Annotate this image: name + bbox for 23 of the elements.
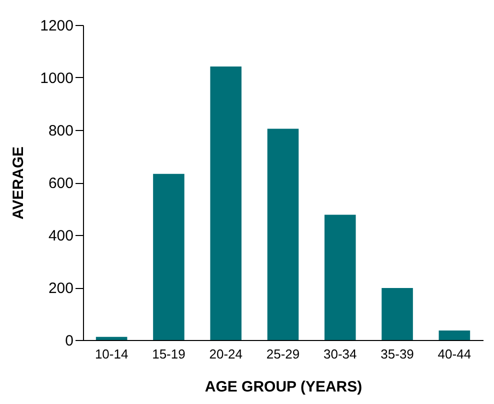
- bar: [382, 288, 413, 340]
- x-tick-label: 20-24: [209, 346, 242, 362]
- bar: [153, 174, 184, 340]
- y-tick-label: 400: [48, 228, 74, 244]
- y-tick-label: 1000: [40, 70, 74, 87]
- y-tick-label: 800: [48, 122, 74, 140]
- x-axis-title: AGE GROUP (YEARS): [204, 378, 362, 396]
- y-tick-label: 0: [65, 332, 74, 350]
- bar: [210, 66, 242, 340]
- y-axis-title: AVERAGE: [10, 146, 28, 220]
- x-tick-label: 10-14: [94, 346, 128, 362]
- bar: [96, 336, 128, 340]
- y-tick-label: 1200: [40, 18, 74, 34]
- x-tick-label: 30-34: [324, 346, 357, 362]
- bar: [438, 330, 470, 340]
- x-tick-label: 25-29: [266, 346, 300, 362]
- x-tick-label: 40-44: [438, 346, 472, 362]
- y-tick-label: 600: [48, 175, 74, 192]
- x-tick-label: 15-19: [152, 346, 186, 362]
- y-tick-label: 200: [48, 280, 74, 297]
- x-tick-label: 35-39: [380, 346, 414, 362]
- bar: [267, 128, 299, 340]
- bar: [324, 214, 356, 340]
